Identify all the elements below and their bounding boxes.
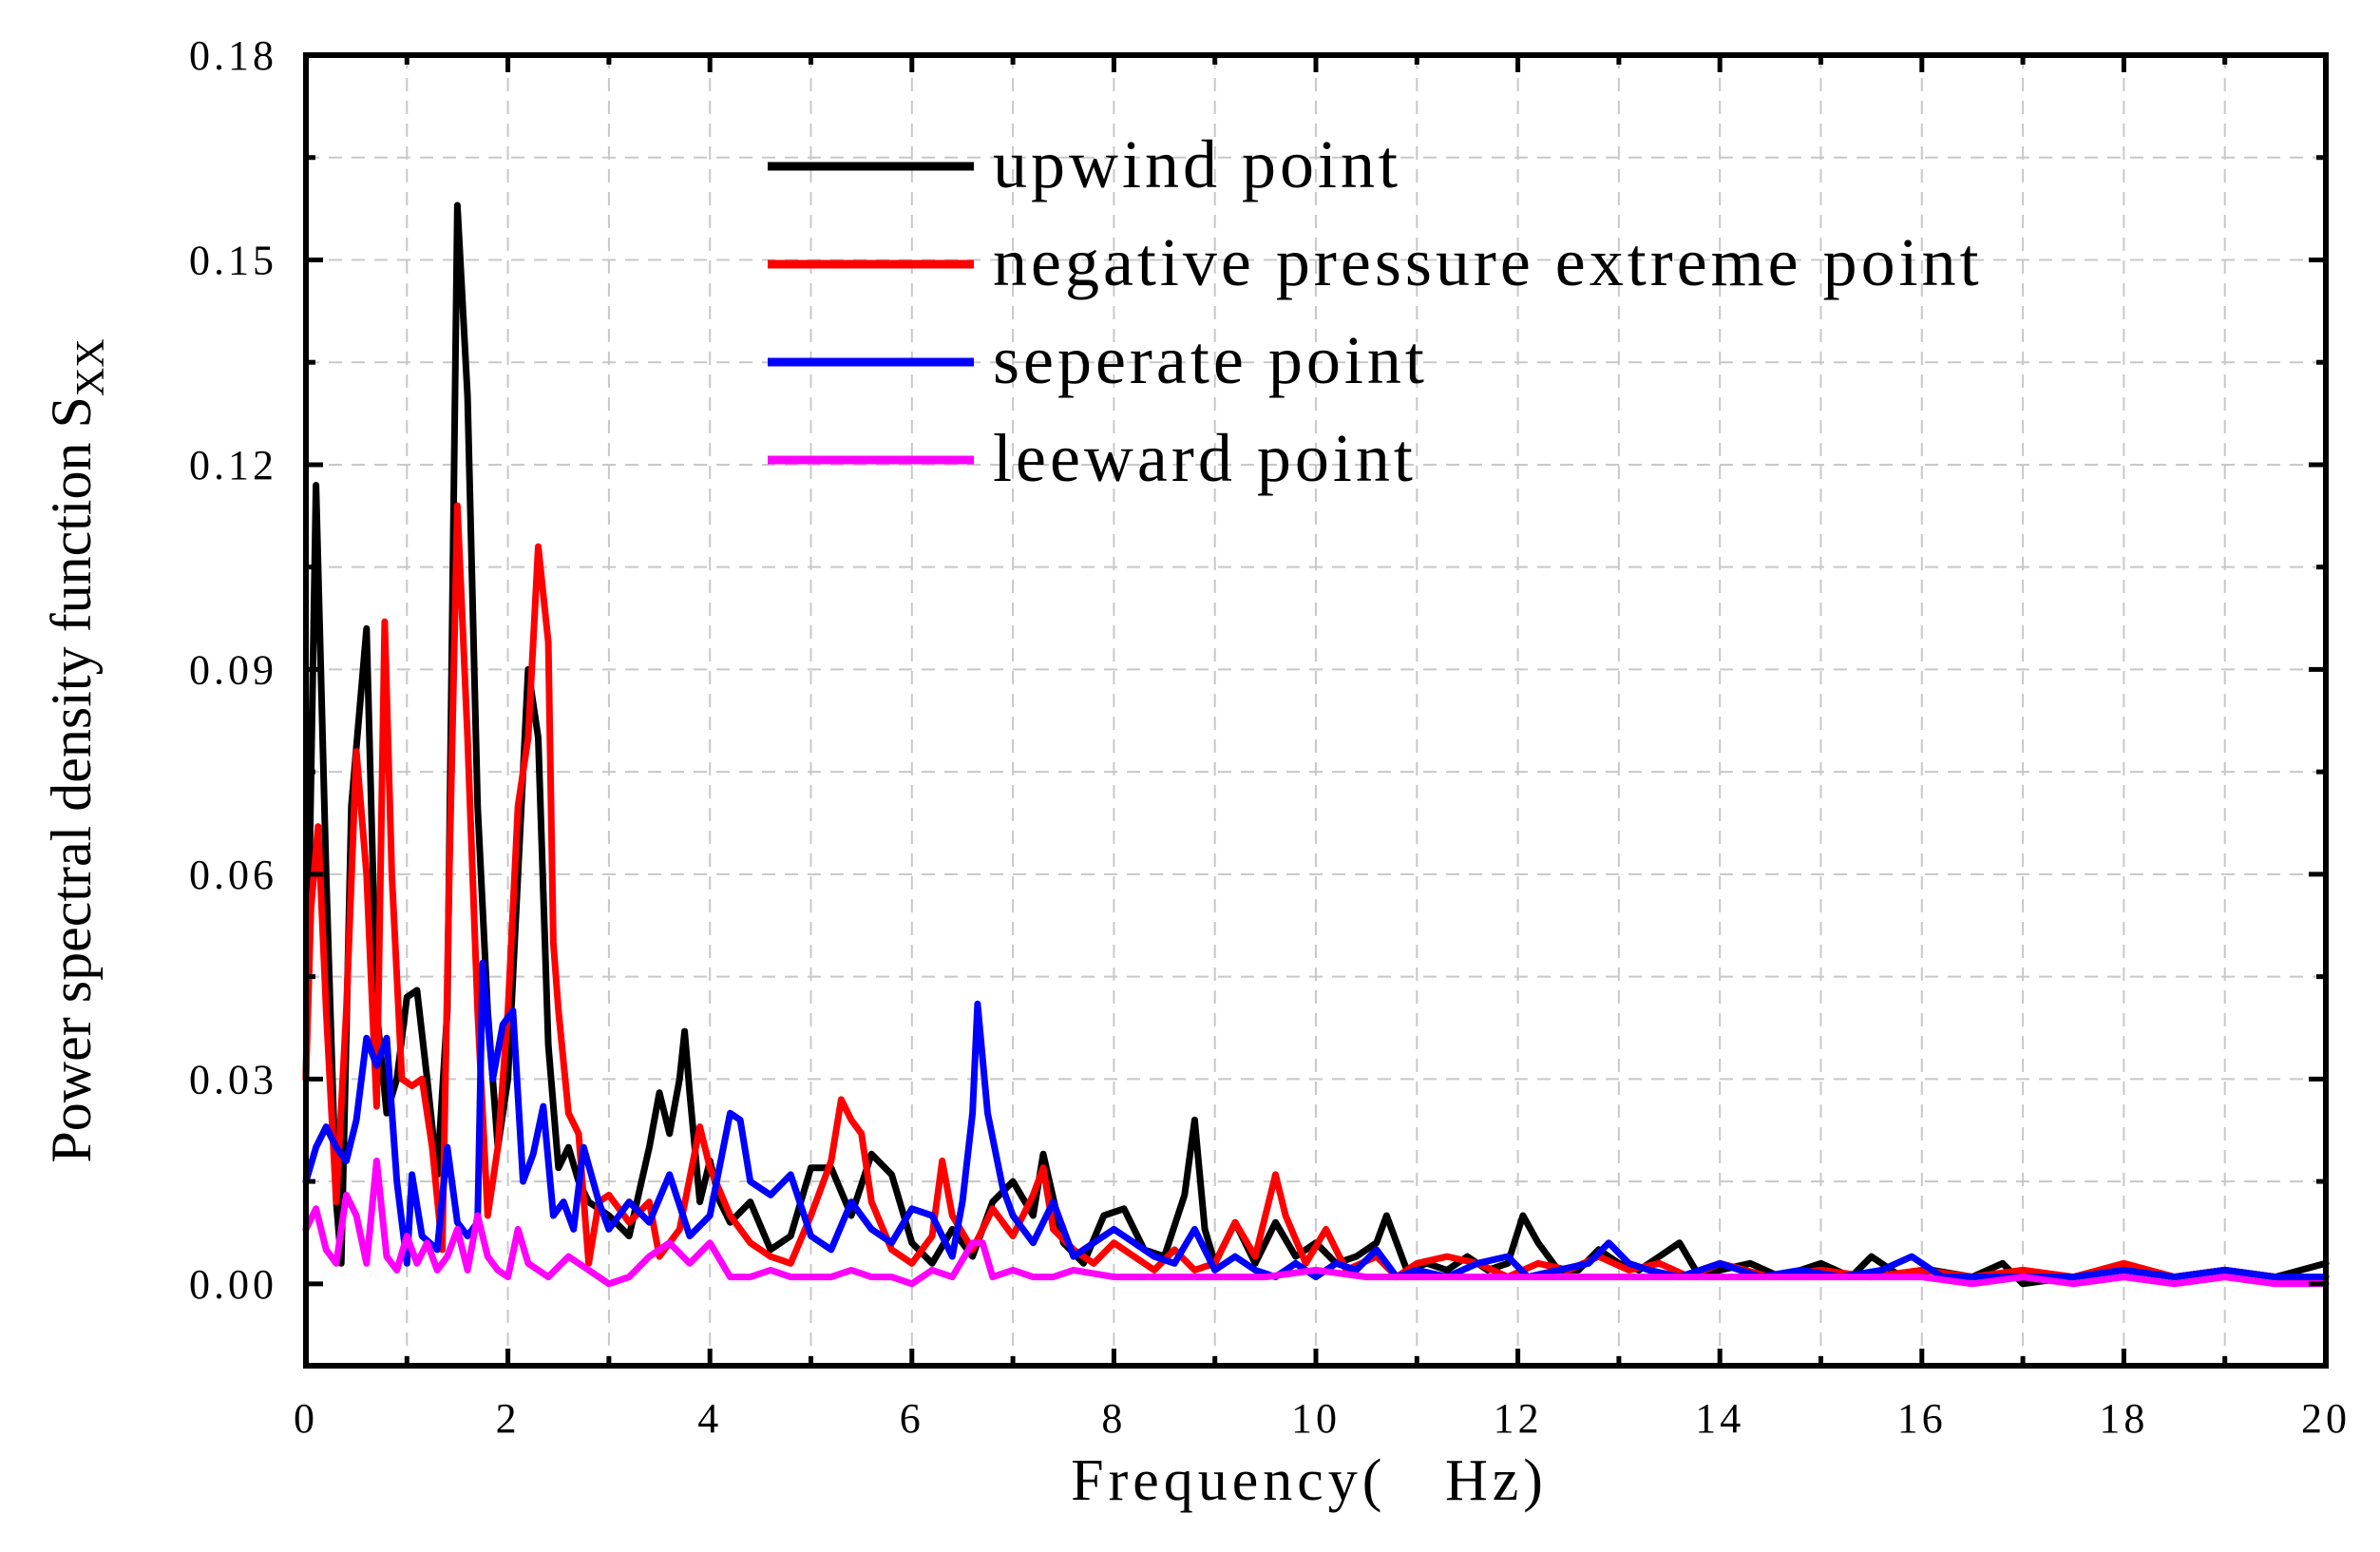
legend-label: upwind point bbox=[993, 126, 1401, 202]
series-layer bbox=[302, 201, 2330, 1288]
legend: upwind point negative pressure extreme po… bbox=[768, 126, 1983, 496]
x-tick-label: 10 bbox=[1291, 1395, 1341, 1442]
x-tick-label: 16 bbox=[1897, 1395, 1947, 1442]
y-tick-label: 0.18 bbox=[189, 32, 277, 79]
series-line-leeward-point bbox=[302, 1158, 2330, 1288]
x-tick-label: 18 bbox=[2099, 1395, 2148, 1442]
x-tick-label: 6 bbox=[900, 1395, 924, 1442]
x-axis-title: Frequency( Hz) bbox=[1071, 1448, 1548, 1513]
y-tick-label: 0.09 bbox=[189, 646, 277, 693]
y-tick-label: 0.06 bbox=[189, 852, 277, 898]
x-tick-label: 12 bbox=[1494, 1395, 1543, 1442]
y-axis-title-main: Power spectral density function S bbox=[40, 396, 103, 1163]
x-tick-label: 0 bbox=[294, 1395, 318, 1442]
grid-layer bbox=[306, 55, 2326, 1366]
y-axis-title: Power spectral density function SXX bbox=[40, 338, 113, 1162]
x-tick-label: 14 bbox=[1695, 1395, 1744, 1442]
x-tick-label: 4 bbox=[697, 1395, 722, 1442]
y-tick-label: 0.15 bbox=[189, 237, 277, 283]
y-tick-label: 0.03 bbox=[189, 1056, 277, 1102]
x-tick-label: 8 bbox=[1101, 1395, 1126, 1442]
legend-label: leeward point bbox=[993, 420, 1417, 496]
tick-layer: 0 2 4 6 8 10 12 14 16 18 20 0.00 0.03 0.06 0.09 0.12 0.1… bbox=[189, 32, 2351, 1442]
x-tick-label: 2 bbox=[496, 1395, 521, 1442]
legend-label: negative pressure extreme point bbox=[993, 224, 1983, 300]
y-tick-label: 0.00 bbox=[189, 1261, 277, 1308]
y-axis-title-subscript: XX bbox=[69, 338, 113, 396]
x-tick-label: 20 bbox=[2301, 1395, 2351, 1442]
legend-label: seperate point bbox=[993, 322, 1428, 398]
y-tick-label: 0.12 bbox=[189, 442, 277, 489]
series-line-negative-pressure-extreme-point bbox=[302, 502, 2330, 1288]
